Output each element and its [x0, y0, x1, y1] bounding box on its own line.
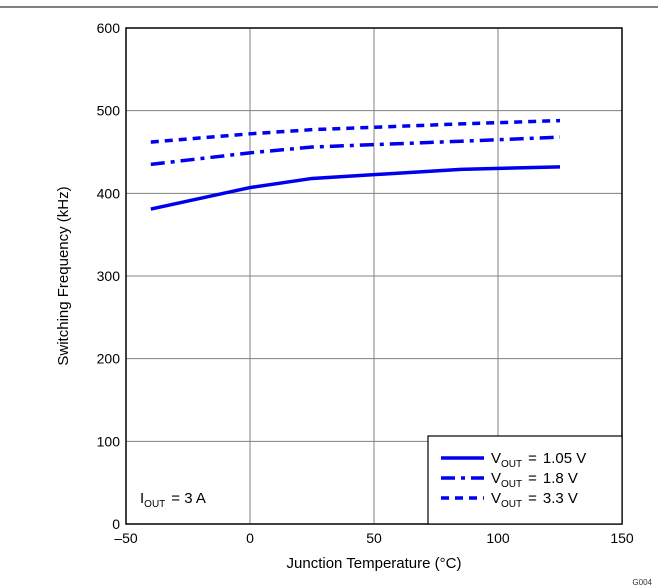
- x-tick-label: 150: [610, 530, 634, 546]
- annotation-var-subscript: OUT: [144, 499, 165, 510]
- x-axis-title: Junction Temperature (°C): [287, 555, 462, 572]
- y-tick-label: 400: [97, 185, 121, 201]
- annotation-text: IOUT = 3 A: [140, 490, 206, 510]
- legend-equals: =: [528, 470, 537, 487]
- legend-equals: =: [528, 450, 537, 467]
- legend-label: VOUT = 1.8 V: [491, 470, 578, 490]
- x-tick-label: 50: [366, 530, 382, 546]
- legend-var: V: [491, 470, 501, 487]
- annotation-value: = 3 A: [171, 490, 206, 507]
- figure-id: G004: [632, 578, 652, 587]
- y-axis-title: Switching Frequency (kHz): [55, 186, 72, 365]
- y-tick-label: 0: [112, 516, 120, 532]
- y-tick-label: 200: [97, 351, 121, 367]
- legend-series-name: 3.3 V: [543, 490, 578, 507]
- legend-label: VOUT = 1.05 V: [491, 450, 586, 470]
- legend-var-subscript: OUT: [501, 479, 522, 490]
- grid: [126, 28, 622, 524]
- series-line: [150, 165, 561, 211]
- annotation: IOUT = 3 A: [140, 490, 206, 510]
- legend-series-name: 1.8 V: [543, 470, 578, 487]
- y-tick-label: 100: [97, 433, 121, 449]
- x-tick-label: 0: [246, 530, 254, 546]
- legend-var-subscript: OUT: [501, 459, 522, 470]
- legend-box: [427, 435, 623, 525]
- legend-series-name: 1.05 V: [543, 450, 586, 467]
- legend-var: V: [491, 450, 501, 467]
- plot-frame: [125, 27, 623, 525]
- y-tick-label: 500: [97, 103, 121, 119]
- legend-var-subscript: OUT: [501, 499, 522, 510]
- legend-label: VOUT = 3.3 V: [491, 490, 578, 510]
- legend-equals: =: [528, 490, 537, 507]
- series-line: [150, 135, 561, 167]
- y-tick-label: 300: [97, 268, 121, 284]
- x-tick-label: –50: [114, 530, 138, 546]
- series-line: [150, 118, 561, 144]
- legend-var: V: [491, 490, 501, 507]
- y-tick-label: 600: [97, 20, 121, 36]
- annotation-var: I: [140, 490, 144, 507]
- x-tick-label: 100: [486, 530, 510, 546]
- series-lines: [150, 118, 561, 211]
